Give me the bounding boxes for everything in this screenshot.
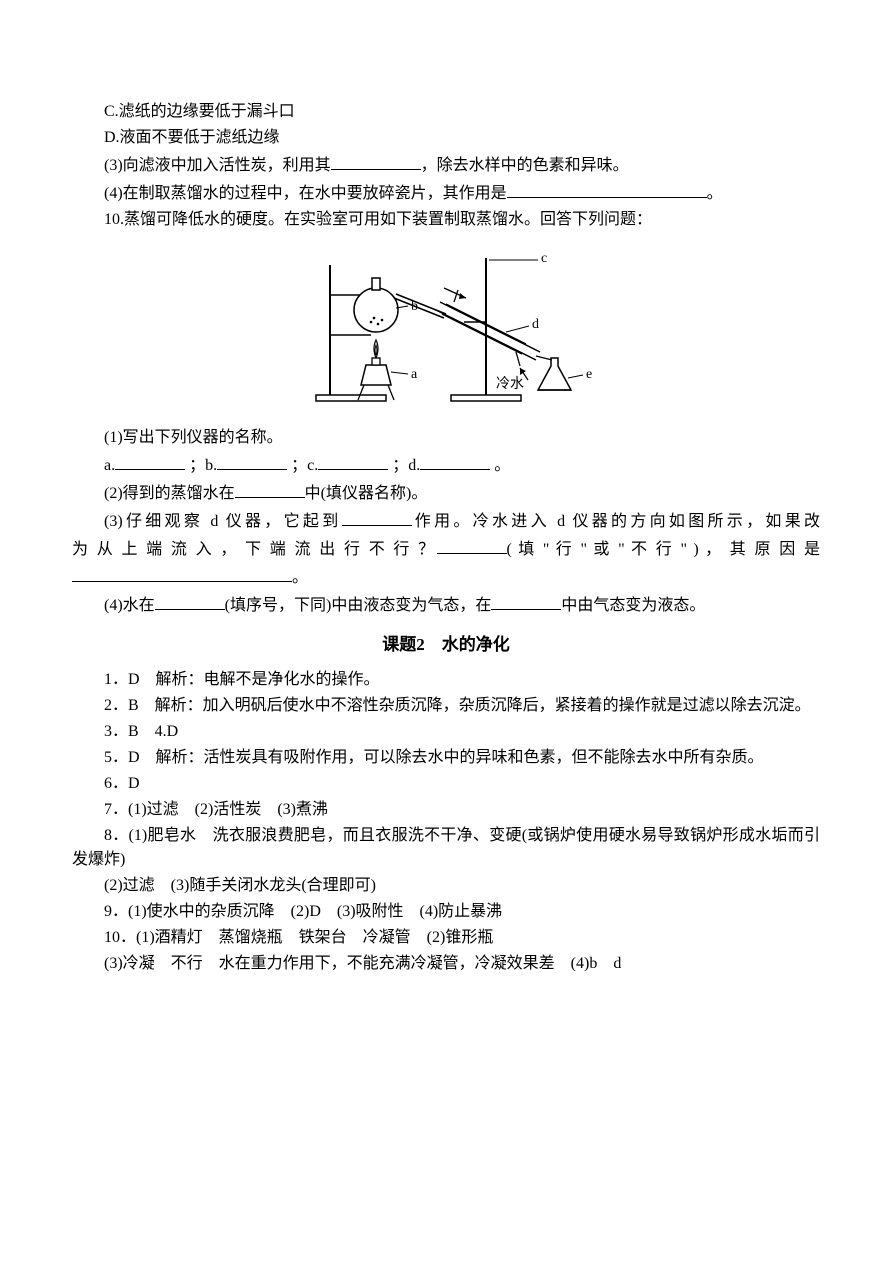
blank-a [115,452,185,470]
q10-1-blanks: a. ；b. ；c. ；d. 。 [72,452,820,478]
answer-7: 7．(1)过滤 (2)活性炭 (3)煮沸 [72,798,820,822]
label-a-text: a. [104,457,115,474]
answer-9: 9．(1)使水中的杂质沉降 (2)D (3)吸附性 (4)防止暴沸 [72,900,820,924]
label-a: a [411,367,418,382]
distillation-diagram: a b c d e 冷水 [72,240,820,418]
q10-1: (1)写出下列仪器的名称。 [72,426,820,450]
q10-3-l2b: ( 填 " 行 " 或 " 不 行 " ) ， 其 原 因 是 [507,541,820,558]
blank-q4 [507,180,707,198]
blank-d [420,452,490,470]
q10-3-l2a: 为 从 上 端 流 入 ， 下 端 流 出 行 不 行 ？ [72,541,437,558]
blank-q3 [331,152,421,170]
blank-b [217,452,287,470]
q10-3-l1-post: 作用。冷水进入 d 仪器的方向如图所示，如果改 [412,513,820,530]
q10-3-l1-pre: (3)仔细观察 d 仪器，它起到 [104,513,342,530]
label-d: d [532,317,539,332]
blank-q10-2 [235,480,305,498]
q3-pre: (3)向滤液中加入活性炭，利用其 [104,157,331,174]
label-c: c [541,251,547,266]
q10-3-line2: 为 从 上 端 流 入 ， 下 端 流 出 行 不 行 ？ ( 填 " 行 " 或… [72,536,820,562]
answer-8b: (2)过滤 (3)随手关闭水龙头(合理即可) [72,874,820,898]
answer-1: 1．D 解析：电解不是净化水的操作。 [72,668,820,692]
blank-q10-3c [72,564,292,582]
label-b: b [411,299,418,314]
q3-post: ，除去水样中的色素和异味。 [421,157,629,174]
q10-4-mid: (填序号，下同)中由液态变为气态，在 [225,597,492,614]
q10-3-end: 。 [292,569,308,586]
blank-q10-3b [437,536,507,554]
q4-post: 。 [707,185,723,202]
q10-3-line3: 。 [72,564,820,590]
answer-8: 8．(1)肥皂水 洗衣服浪费肥皂，而且衣服洗不干净、变硬(或锅炉使用硬水易导致锅… [72,824,820,872]
end-period: 。 [494,457,510,474]
question-4: (4)在制取蒸馏水的过程中，在水中要放碎瓷片，其作用是 。 [72,180,820,206]
question-10: 10.蒸馏可降低水的硬度。在实验室可用如下装置制取蒸馏水。回答下列问题： [72,208,820,232]
answer-10b: (3)冷凝 不行 水在重力作用下，不能充满冷凝管，冷凝效果差 (4)b d [72,952,820,976]
answer-2: 2．B 解析：加入明矾后使水中不溶性杂质沉降，杂质沉降后，紧接着的操作就是过滤以… [72,694,820,718]
label-e: e [586,367,592,382]
blank-q10-4a [155,592,225,610]
label-d-text: ；d. [392,457,420,474]
option-d: D.液面不要低于滤纸边缘 [72,126,820,150]
q10-2: (2)得到的蒸馏水在 中(填仪器名称)。 [72,480,820,506]
q10-4-pre: (4)水在 [104,597,155,614]
apparatus-svg: a b c d e 冷水 [286,240,606,410]
answer-10a: 10．(1)酒精灯 蒸馏烧瓶 铁架台 冷凝管 (2)锥形瓶 [72,926,820,950]
q10-2-post: 中(填仪器名称)。 [305,485,428,502]
section-title: 课题2 水的净化 [72,632,820,658]
answer-3-4: 3．B 4.D [72,720,820,744]
label-cold-water: 冷水 [496,376,524,392]
label-c-text: ；c. [291,457,318,474]
question-3: (3)向滤液中加入活性炭，利用其 ，除去水样中的色素和异味。 [72,152,820,178]
blank-c [318,452,388,470]
q10-4: (4)水在 (填序号，下同)中由液态变为气态，在 中由气态变为液态。 [72,592,820,618]
answer-6: 6．D [72,772,820,796]
blank-q10-3a [342,508,412,526]
blank-q10-4b [491,592,561,610]
q10-4-post: 中由气态变为液态。 [561,597,705,614]
q10-3-line1: (3)仔细观察 d 仪器，它起到 作用。冷水进入 d 仪器的方向如图所示，如果改 [72,508,820,534]
q4-pre: (4)在制取蒸馏水的过程中，在水中要放碎瓷片，其作用是 [104,185,507,202]
label-b-text: ；b. [189,457,217,474]
q10-2-pre: (2)得到的蒸馏水在 [104,485,235,502]
answer-5: 5．D 解析：活性炭具有吸附作用，可以除去水中的异味和色素，但不能除去水中所有杂… [72,746,820,770]
option-c: C.滤纸的边缘要低于漏斗口 [72,100,820,124]
